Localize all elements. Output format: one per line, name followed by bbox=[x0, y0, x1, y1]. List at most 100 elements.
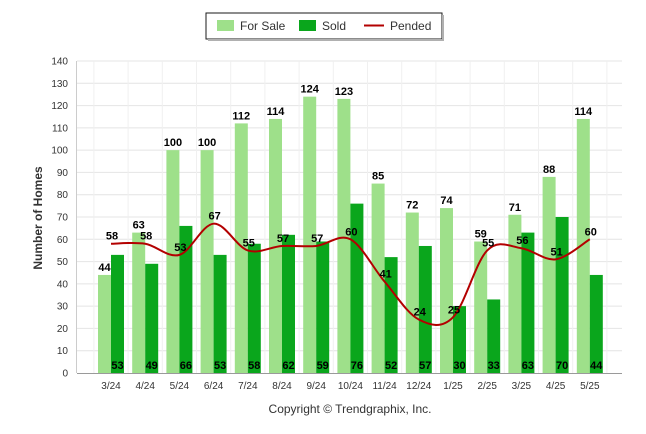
x-tick-label: 5/24 bbox=[170, 381, 190, 392]
y-tick-label-60: 60 bbox=[57, 235, 69, 246]
for-sale-bar bbox=[542, 176, 556, 373]
sold-value-label: 66 bbox=[180, 360, 192, 372]
x-tick-label: 5/25 bbox=[580, 381, 600, 392]
y-tick-label-130: 130 bbox=[51, 79, 68, 90]
for-sale-bar bbox=[303, 96, 317, 374]
x-tick-label: 6/24 bbox=[204, 381, 224, 392]
for-sale-bar bbox=[200, 150, 214, 373]
sold-bar bbox=[521, 232, 535, 373]
for-sale-value-label: 124 bbox=[301, 84, 320, 96]
x-tick-label: 2/25 bbox=[477, 381, 497, 392]
y-tick-label-20: 20 bbox=[57, 324, 69, 335]
y-tick-label-50: 50 bbox=[57, 257, 69, 268]
x-tick-label: 4/24 bbox=[135, 381, 155, 392]
for-sale-value-label: 63 bbox=[133, 220, 145, 232]
pended-value-label: 57 bbox=[277, 233, 289, 245]
y-tick-label-30: 30 bbox=[57, 302, 69, 313]
y-tick-label-90: 90 bbox=[57, 168, 69, 179]
sold-value-label: 59 bbox=[317, 360, 329, 372]
sold-value-label: 53 bbox=[214, 360, 226, 372]
for-sale-bar bbox=[98, 274, 111, 373]
sold-bar bbox=[589, 274, 603, 373]
legend-box-shadow-bottom bbox=[208, 39, 444, 41]
legend-for-sale-swatch bbox=[217, 20, 234, 31]
y-tick-label-0: 0 bbox=[62, 369, 68, 380]
legend-for-sale-label: For Sale bbox=[240, 19, 286, 33]
sold-value-label: 44 bbox=[590, 360, 603, 372]
x-tick-label: 1/25 bbox=[443, 381, 463, 392]
pended-value-label: 60 bbox=[345, 226, 357, 238]
x-tick-label: 4/25 bbox=[546, 381, 566, 392]
sold-value-label: 53 bbox=[111, 360, 123, 372]
pended-value-label: 58 bbox=[106, 231, 118, 243]
sold-bar bbox=[247, 243, 261, 373]
pended-line bbox=[110, 222, 591, 326]
for-sale-value-label: 100 bbox=[198, 137, 216, 149]
sold-value-label: 57 bbox=[419, 360, 431, 372]
pended-value-label: 58 bbox=[140, 231, 152, 243]
sold-value-label: 30 bbox=[453, 360, 465, 372]
sold-value-label: 33 bbox=[488, 360, 500, 372]
pended-value-label: 41 bbox=[379, 269, 391, 281]
x-tick-label: 11/24 bbox=[372, 381, 397, 392]
pended-value-label: 57 bbox=[311, 233, 323, 245]
sold-bar bbox=[282, 234, 295, 373]
y-tick-label-10: 10 bbox=[57, 346, 69, 357]
for-sale-value-label: 88 bbox=[543, 164, 555, 176]
for-sale-bar bbox=[166, 150, 180, 373]
y-tick-label-110: 110 bbox=[52, 123, 68, 134]
pended-value-label: 56 bbox=[516, 235, 528, 247]
for-sale-bar bbox=[440, 208, 453, 373]
sold-bar bbox=[555, 217, 569, 373]
x-tick-label: 8/24 bbox=[272, 381, 292, 392]
pended-value-label: 25 bbox=[448, 304, 460, 316]
for-sale-value-label: 44 bbox=[98, 262, 111, 274]
pended-value-label: 60 bbox=[585, 226, 597, 238]
data-labels: 44 53 63 49 100 66 100 53 112 58 114 62 124 59 123 76 85… bbox=[98, 84, 603, 372]
for-sale-bar bbox=[234, 123, 248, 374]
y-tick-label-120: 120 bbox=[51, 101, 68, 112]
sold-bar bbox=[418, 245, 432, 373]
for-sale-bar bbox=[474, 241, 488, 373]
sold-bar bbox=[179, 225, 193, 373]
y-axis-title: Number of Homes bbox=[31, 166, 45, 270]
sold-bar bbox=[111, 254, 124, 373]
for-sale-bar bbox=[371, 183, 385, 373]
y-tick-label-80: 80 bbox=[57, 190, 69, 201]
x-tick-label: 12/24 bbox=[406, 381, 431, 392]
sold-value-label: 76 bbox=[351, 360, 363, 372]
sold-bar bbox=[145, 263, 159, 373]
for-sale-value-label: 114 bbox=[267, 106, 286, 118]
for-sale-value-label: 59 bbox=[475, 229, 487, 241]
y-tick-label-140: 140 bbox=[51, 57, 68, 68]
legend-pended-label: Pended bbox=[390, 19, 431, 33]
pended-value-label: 51 bbox=[550, 246, 562, 258]
sold-value-label: 49 bbox=[146, 360, 158, 372]
pended-value-label: 53 bbox=[174, 242, 186, 254]
for-sale-value-label: 74 bbox=[440, 195, 453, 207]
for-sale-value-label: 123 bbox=[335, 86, 353, 98]
legend: For Sale Sold Pended bbox=[205, 12, 444, 41]
for-sale-bar bbox=[576, 118, 590, 373]
sold-value-label: 58 bbox=[248, 360, 260, 372]
for-sale-bar bbox=[269, 118, 282, 373]
for-sale-bar bbox=[337, 98, 351, 373]
copyright: Copyright © Trendgraphix, Inc. bbox=[269, 402, 432, 416]
for-sale-value-label: 85 bbox=[372, 171, 384, 183]
y-tick-label-40: 40 bbox=[57, 279, 69, 290]
pended-value-label: 55 bbox=[243, 237, 255, 249]
sold-bar bbox=[213, 254, 227, 373]
sold-value-label: 63 bbox=[522, 360, 534, 372]
y-tick-label-70: 70 bbox=[57, 213, 69, 224]
for-sale-value-label: 114 bbox=[574, 106, 593, 118]
bars bbox=[98, 96, 603, 374]
for-sale-value-label: 72 bbox=[406, 200, 418, 212]
sold-value-label: 70 bbox=[556, 360, 568, 372]
sold-bar bbox=[487, 299, 501, 373]
sold-bar bbox=[316, 241, 330, 373]
y-tick-label-100: 100 bbox=[51, 146, 68, 157]
sold-bar bbox=[350, 203, 364, 373]
for-sale-value-label: 112 bbox=[232, 110, 250, 122]
